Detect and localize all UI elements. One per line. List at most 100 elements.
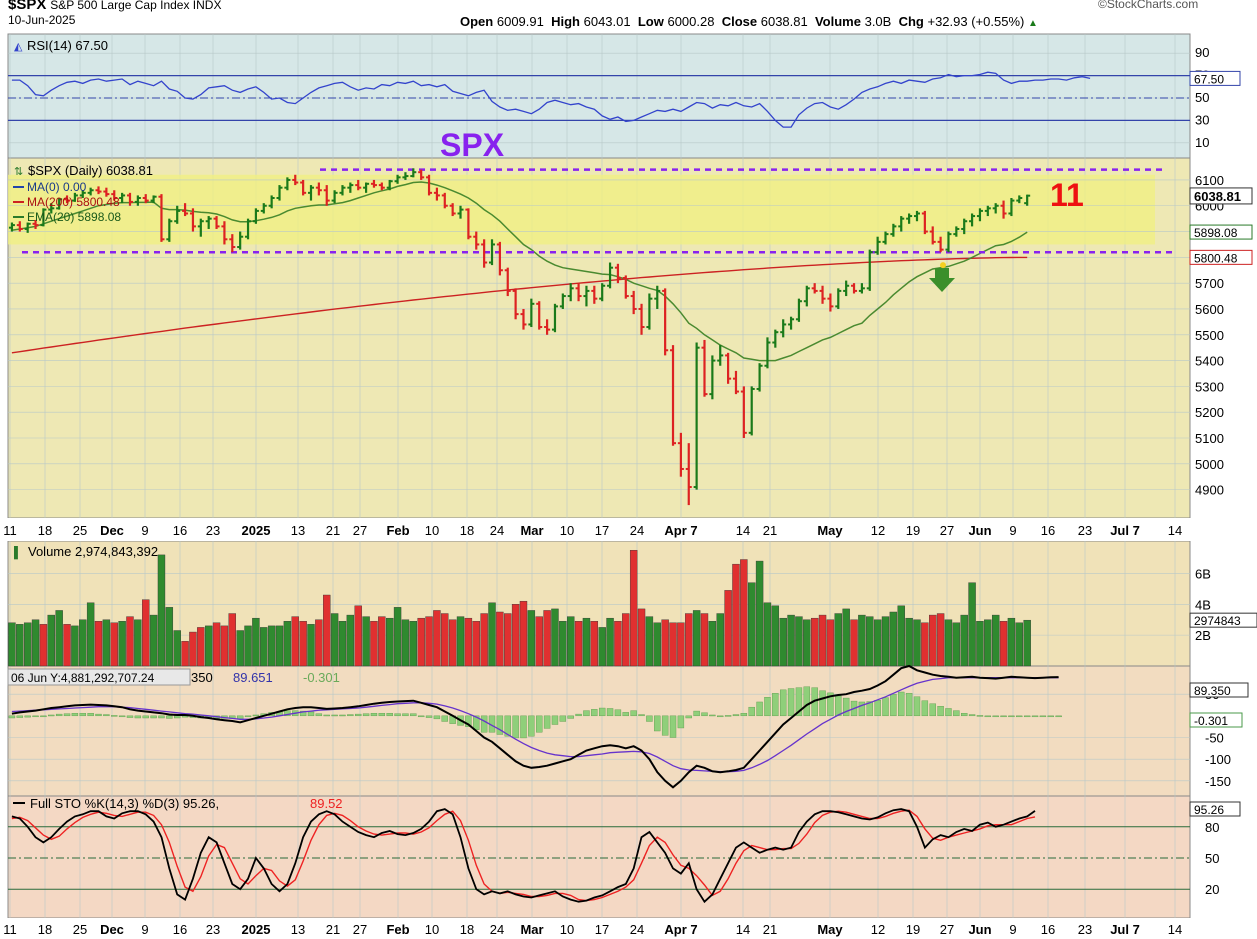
oscillator-histogram-bar — [40, 715, 47, 718]
oscillator-label-value: 350 — [191, 670, 213, 685]
price-tick-label: 5100 — [1195, 431, 1224, 446]
date-axis-label-top: 9 — [1009, 523, 1016, 538]
date-axis-label-bottom: 10 — [560, 922, 574, 937]
oscillator-histogram-bar — [835, 695, 842, 717]
oscillator-histogram-bar — [898, 691, 905, 717]
price-bar — [866, 249, 873, 291]
price-bar — [229, 234, 236, 253]
volume-bar — [511, 604, 520, 667]
price-bar — [638, 303, 645, 335]
price-bar — [426, 174, 433, 196]
volume-bar — [677, 622, 685, 667]
volume-bar — [606, 617, 614, 667]
volume-bar — [8, 622, 16, 667]
volume-bar — [181, 641, 189, 667]
volume-bar — [858, 614, 866, 667]
volume-bar — [86, 602, 95, 667]
date-axis-label-bottom: Jun — [968, 922, 991, 937]
volume-bar — [401, 619, 410, 667]
price-bar — [614, 263, 621, 284]
price-bar — [803, 285, 810, 307]
rsi-label: RSI(14) 67.50 — [27, 38, 108, 53]
volume-bar — [126, 616, 134, 667]
stochastic-label: Full STO %K(14,3) %D(3) 95.26, — [30, 796, 219, 811]
date-axis-label-top: Jul 7 — [1110, 523, 1140, 538]
volume-bar — [685, 613, 693, 667]
oscillator-histogram-bar — [528, 715, 535, 737]
oscillator-histogram-bar — [984, 715, 992, 718]
volume-bar — [346, 614, 355, 667]
price-bar — [882, 231, 889, 245]
price-bar — [622, 275, 629, 299]
price-bar — [95, 186, 102, 195]
volume-bar — [23, 622, 32, 667]
crosshair-readout: 06 Jun Y:4,881,292,707.24 — [11, 671, 155, 685]
price-bar — [992, 203, 999, 214]
price-bar — [378, 182, 385, 191]
oscillator-histogram-bar — [95, 713, 102, 717]
price-bar — [654, 285, 661, 309]
price-bar — [559, 293, 566, 309]
volume-bar — [236, 630, 244, 667]
price-bar — [481, 239, 488, 268]
volume-bar — [55, 610, 63, 667]
oscillator-histogram-bar — [307, 711, 315, 717]
oscillator-histogram-bar — [614, 709, 622, 717]
date-axis-label-top: 21 — [763, 523, 777, 538]
volume-bar — [417, 617, 425, 667]
price-bar — [575, 283, 582, 302]
date-axis-label-bottom: Feb — [386, 922, 409, 937]
volume-bar — [771, 605, 780, 667]
price-bar — [1016, 195, 1023, 204]
rsi-tick-label: 50 — [1195, 90, 1209, 105]
ema-price-tag: 5898.08 — [1194, 226, 1238, 240]
price-tick-label: 5000 — [1195, 457, 1224, 472]
low-label: Low — [637, 14, 664, 29]
oscillator-histogram-bar — [638, 714, 645, 717]
stochastic-k-tag: 95.26 — [1194, 803, 1224, 817]
date-axis-label-top: 18 — [38, 523, 52, 538]
low-value: 6000.28 — [667, 14, 715, 29]
volume-bar — [370, 621, 378, 667]
volume-bar — [732, 563, 740, 667]
oscillator-histogram-bar — [559, 715, 567, 722]
date-axis-label-bottom: 27 — [940, 922, 954, 937]
volume-bar — [71, 625, 79, 667]
oscillator-histogram-bar — [111, 715, 118, 717]
volume-bar — [740, 559, 748, 667]
oscillator-histogram-bar — [795, 687, 803, 717]
volume-bar — [1015, 622, 1023, 667]
oscillator-histogram-bar — [661, 715, 669, 736]
price-bar — [370, 179, 377, 188]
volume-bar — [220, 625, 229, 667]
date-axis-label-bottom: May — [817, 922, 843, 937]
stochastic-tick-label: 20 — [1205, 882, 1219, 897]
price-bar — [969, 213, 976, 227]
price-bar — [465, 208, 472, 240]
price-bar — [890, 223, 897, 237]
volume-tick-label: 4B — [1195, 597, 1211, 612]
oscillator-histogram-bar — [32, 715, 39, 718]
date-axis-label-top: Dec — [100, 523, 124, 538]
volume-bar — [991, 614, 1000, 667]
volume-bar — [669, 622, 677, 667]
price-bar — [945, 231, 952, 253]
volume-bar — [189, 631, 197, 667]
volume-bar — [936, 613, 945, 667]
stochastic-d-line — [11, 809, 1036, 902]
oscillator-histogram-bar — [299, 710, 307, 717]
price-label: $SPX (Daily) 6038.81 — [28, 163, 153, 178]
date-axis-label-bottom: 16 — [173, 922, 187, 937]
volume-bar — [645, 616, 654, 667]
oscillator-label-value2: 89.651 — [233, 670, 273, 685]
volume-bar — [441, 613, 449, 667]
price-bar — [355, 179, 362, 191]
stochastic-tick-label: 80 — [1205, 820, 1219, 835]
volume-bar — [165, 607, 174, 667]
price-bar — [961, 218, 968, 235]
date-axis-label-bottom: 14 — [736, 922, 750, 937]
oscillator-histogram-bar — [512, 715, 519, 739]
ma0-legend: MA(0) 0.00 — [27, 180, 87, 194]
price-bar — [473, 231, 480, 250]
price-bar — [276, 185, 283, 201]
